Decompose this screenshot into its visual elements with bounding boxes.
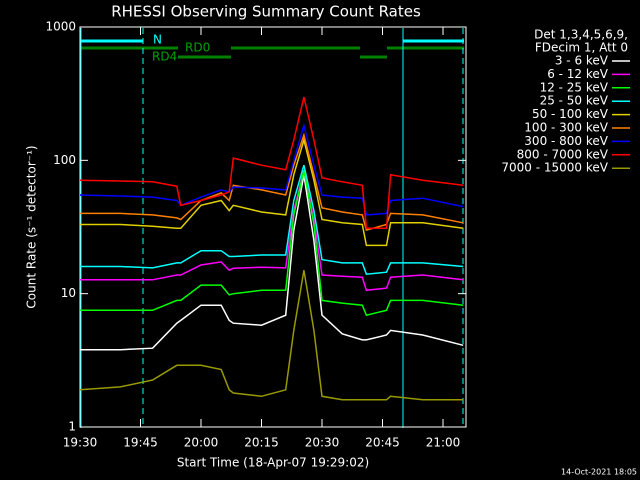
- series-line: [79, 270, 464, 401]
- series-line: [80, 132, 464, 232]
- x-tick-label: 20:30: [305, 436, 340, 450]
- annotation: RD0: [185, 41, 210, 55]
- annotation: RD4: [152, 50, 177, 64]
- legend-label: 12 - 25 keV: [540, 80, 609, 94]
- legend-label: 100 - 300 keV: [524, 121, 608, 135]
- y-tick-label: 100: [53, 153, 76, 167]
- legend-label: 3 - 6 keV: [555, 54, 609, 68]
- series-line: [80, 170, 464, 292]
- x-tick-label: 20:00: [184, 436, 219, 450]
- legend-header: FDecim 1, Att 0: [535, 41, 628, 55]
- chart-title: RHESSI Observing Summary Count Rates: [111, 3, 421, 21]
- x-tick-label: 20:15: [244, 436, 279, 450]
- legend-label: 50 - 100 keV: [532, 107, 609, 121]
- series-line: [80, 164, 464, 276]
- legend-label: 7000 - 15000 keV: [501, 161, 608, 175]
- legend-label: 25 - 50 keV: [540, 94, 609, 108]
- series-line: [79, 96, 464, 229]
- x-tick-label: 21:00: [426, 436, 461, 450]
- y-axis-label: Count Rate (s⁻¹ detector⁻¹): [25, 145, 39, 308]
- x-tick-label: 20:45: [365, 436, 400, 450]
- legend-label: 6 - 12 keV: [547, 67, 609, 81]
- series-line: [80, 137, 464, 247]
- x-axis-label: Start Time (18-Apr-07 19:29:02): [177, 456, 369, 470]
- plot-frame: [79, 26, 467, 428]
- y-tick-label: 1000: [45, 20, 76, 34]
- footer-date: 14-Oct-2021 18:05: [561, 468, 637, 477]
- series-line: [80, 174, 464, 351]
- y-tick-label: 1: [68, 420, 76, 434]
- legend-label: 300 - 800 keV: [524, 134, 608, 148]
- legend-header: Det 1,3,4,5,6,9,: [534, 28, 628, 42]
- x-tick-label: 19:45: [123, 436, 158, 450]
- series-line: [79, 122, 464, 216]
- annotation: N: [153, 33, 162, 47]
- x-tick-label: 19:30: [63, 436, 98, 450]
- y-tick-label: 10: [61, 286, 76, 300]
- series-line: [80, 170, 464, 317]
- legend-label: 800 - 7000 keV: [517, 147, 609, 161]
- state-bars: [80, 28, 464, 428]
